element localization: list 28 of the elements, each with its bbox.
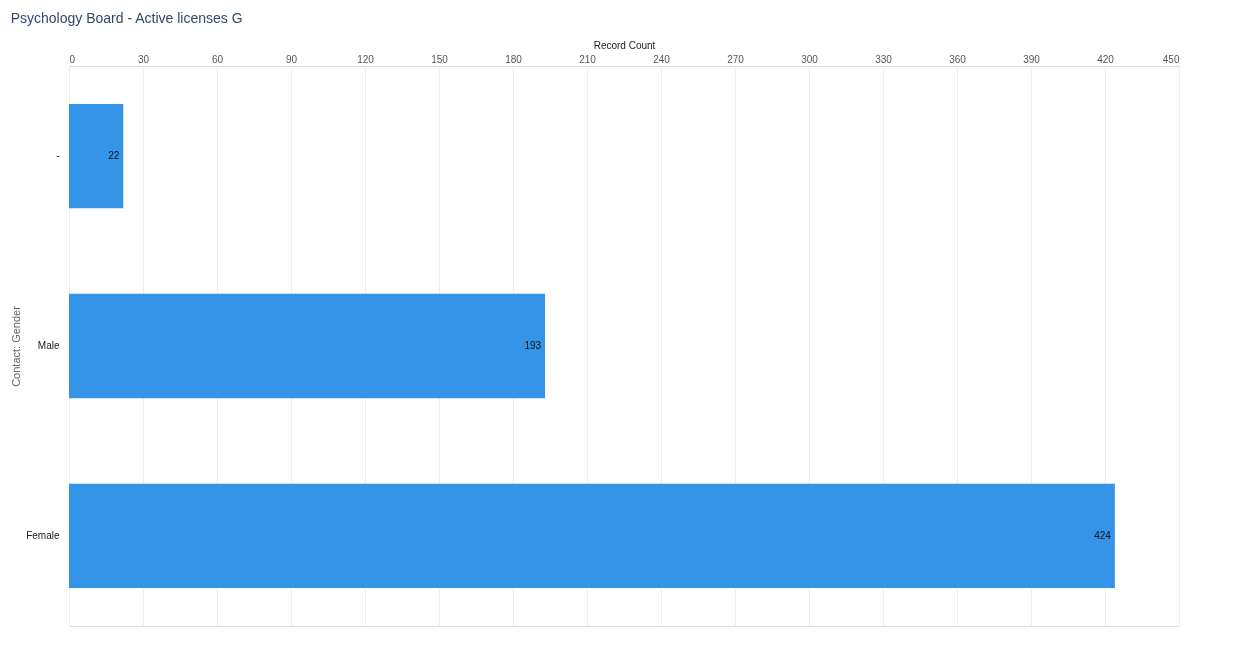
x-tick-label: 90 xyxy=(285,53,298,65)
x-tick-label: 0 xyxy=(69,53,76,65)
x-tick-label: 330 xyxy=(875,53,893,65)
x-tick-label: 210 xyxy=(579,53,597,65)
bar xyxy=(69,293,546,399)
x-tick-label: 360 xyxy=(949,53,967,65)
bar xyxy=(69,103,124,209)
bar xyxy=(69,483,1115,589)
x-tick-label: 240 xyxy=(653,53,671,65)
data-label: 193 xyxy=(524,340,542,351)
x-tick-label: 60 xyxy=(211,53,224,65)
data-label: 424 xyxy=(1094,529,1112,541)
x-axis-title: Record Count xyxy=(593,39,656,51)
x-tick-label: 270 xyxy=(727,53,745,65)
y-tick-label: - xyxy=(56,150,60,162)
x-tick-label: 120 xyxy=(357,53,375,65)
y-axis-title: Contact: Gender xyxy=(10,305,23,387)
chart-title: Psychology Board - Active licenses G xyxy=(10,10,243,26)
x-tick-label: 450 xyxy=(1162,53,1180,65)
x-tick-label: 390 xyxy=(1023,53,1041,65)
x-tick-label: 300 xyxy=(801,53,819,65)
y-tick-label: Male xyxy=(37,340,60,351)
x-tick-label: 420 xyxy=(1097,53,1115,65)
y-tick-label: Female xyxy=(26,529,60,541)
x-tick-label: 180 xyxy=(505,53,523,65)
x-tick-label: 150 xyxy=(431,53,449,65)
data-label: 22 xyxy=(108,150,120,162)
x-tick-label: 30 xyxy=(137,53,150,65)
